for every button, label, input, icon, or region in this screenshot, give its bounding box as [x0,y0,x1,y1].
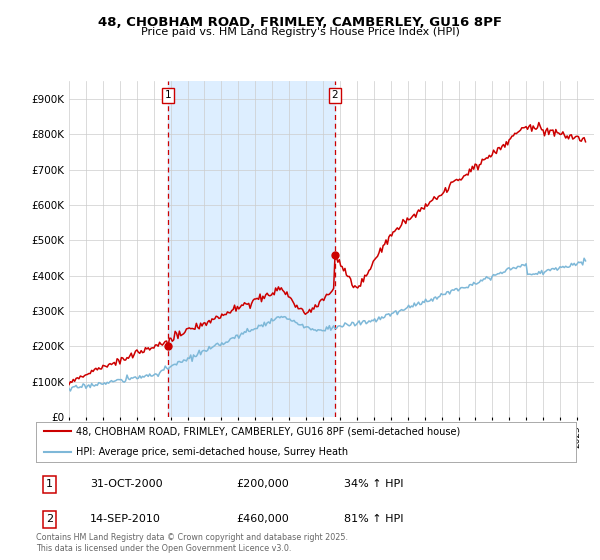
Text: 2: 2 [46,515,53,524]
Text: 14-SEP-2010: 14-SEP-2010 [90,515,161,524]
Text: 1: 1 [164,90,171,100]
Bar [168,81,335,417]
Text: 31-OCT-2000: 31-OCT-2000 [90,479,163,489]
Text: Price paid vs. HM Land Registry's House Price Index (HPI): Price paid vs. HM Land Registry's House … [140,27,460,37]
Text: 81% ↑ HPI: 81% ↑ HPI [344,515,403,524]
Text: 2: 2 [332,90,338,100]
Text: 48, CHOBHAM ROAD, FRIMLEY, CAMBERLEY, GU16 8PF: 48, CHOBHAM ROAD, FRIMLEY, CAMBERLEY, GU… [98,16,502,29]
Text: £200,000: £200,000 [236,479,289,489]
Text: 48, CHOBHAM ROAD, FRIMLEY, CAMBERLEY, GU16 8PF (semi-detached house): 48, CHOBHAM ROAD, FRIMLEY, CAMBERLEY, GU… [77,426,461,436]
Text: £460,000: £460,000 [236,515,289,524]
Text: Contains HM Land Registry data © Crown copyright and database right 2025.
This d: Contains HM Land Registry data © Crown c… [36,533,348,553]
Text: 34% ↑ HPI: 34% ↑ HPI [344,479,403,489]
Text: HPI: Average price, semi-detached house, Surrey Heath: HPI: Average price, semi-detached house,… [77,446,349,456]
Text: 1: 1 [46,479,53,489]
